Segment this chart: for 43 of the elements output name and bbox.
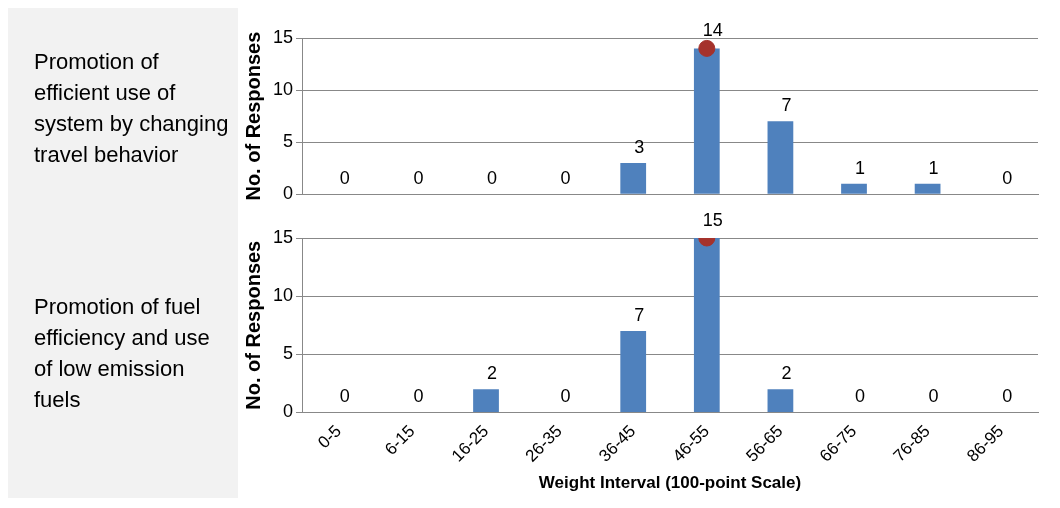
- text: Promotion of efficient use of system by changing travel behavior: [34, 48, 230, 169]
- y-tick-label: 0: [283, 401, 294, 422]
- y-tick-label: 5: [283, 343, 294, 364]
- y-tick-label: 0: [283, 183, 294, 204]
- x-tick-label: 0-5: [314, 421, 345, 453]
- data-label: 0: [413, 168, 424, 189]
- x-axis-title: Weight Interval (100-point Scale): [538, 473, 802, 493]
- data-label: 0: [1002, 386, 1013, 407]
- data-label: 1: [928, 157, 939, 178]
- bar: [767, 389, 794, 412]
- y-axis-title: No. of Responses: [241, 240, 264, 410]
- data-label: 0: [413, 386, 424, 407]
- y-tick-label: 15: [272, 26, 294, 47]
- data-label: 15: [702, 209, 723, 230]
- y-tick-label: 15: [272, 226, 294, 247]
- data-label: 0: [339, 386, 350, 407]
- data-label: 0: [560, 168, 571, 189]
- data-label: 0: [339, 168, 350, 189]
- bar: [473, 389, 499, 412]
- data-label: 0: [928, 386, 939, 407]
- data-label: 0: [1002, 168, 1013, 189]
- data-label: 0: [855, 386, 866, 407]
- bar: [693, 238, 720, 412]
- bar: [767, 121, 794, 194]
- data-label: 1: [855, 157, 866, 178]
- y-tick-label: 10: [272, 285, 294, 306]
- data-label: 0: [487, 168, 498, 189]
- data-label: 0: [560, 386, 571, 407]
- data-label: 7: [634, 305, 645, 325]
- data-label: 2: [781, 363, 792, 384]
- bar: [620, 331, 647, 412]
- bar: [914, 183, 941, 194]
- data-label: 7: [781, 95, 792, 116]
- bar: [841, 183, 867, 194]
- data-label: 14: [702, 20, 723, 41]
- y-tick-label: 10: [272, 79, 294, 100]
- y-axis-title: No. of Responses: [241, 31, 264, 201]
- bar: [693, 48, 720, 194]
- y-tick-label: 5: [283, 131, 294, 152]
- data-label: 2: [487, 363, 498, 384]
- text: Promotion of fuel efficiency and use of low emission fuels: [34, 293, 211, 414]
- bar: [620, 162, 647, 194]
- data-label: 3: [634, 136, 645, 157]
